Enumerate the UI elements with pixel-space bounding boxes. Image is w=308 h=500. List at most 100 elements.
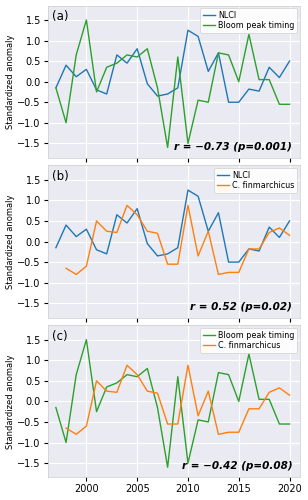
NLCI — [288, 218, 291, 224]
Text: r = −0.42 (p=0.08): r = −0.42 (p=0.08) — [181, 462, 292, 471]
Bloom peak timing — [145, 46, 149, 52]
C. finmarchicus — [288, 392, 291, 398]
C. finmarchicus — [95, 378, 98, 384]
Bloom peak timing — [196, 417, 200, 423]
Bloom peak timing — [166, 144, 169, 150]
NLCI — [237, 259, 241, 265]
Bloom peak timing — [145, 366, 149, 372]
NLCI — [206, 228, 210, 234]
C. finmarchicus — [135, 372, 139, 378]
Bloom peak timing — [257, 76, 261, 82]
C. finmarchicus — [115, 230, 119, 235]
C. finmarchicus — [84, 423, 88, 429]
NLCI — [176, 85, 180, 91]
NLCI — [237, 99, 241, 105]
C. finmarchicus — [237, 270, 241, 276]
Line: Bloom peak timing: Bloom peak timing — [56, 340, 290, 467]
NLCI — [176, 244, 180, 250]
NLCI — [227, 99, 230, 105]
C. finmarchicus — [156, 230, 159, 236]
Bloom peak timing — [125, 372, 129, 378]
C. finmarchicus — [247, 406, 251, 412]
C. finmarchicus — [74, 432, 78, 438]
C. finmarchicus — [217, 432, 220, 438]
C. finmarchicus — [176, 421, 180, 427]
Bloom peak timing — [166, 464, 169, 470]
NLCI — [217, 50, 220, 56]
C. finmarchicus — [186, 202, 190, 208]
C. finmarchicus — [95, 218, 98, 224]
NLCI — [278, 234, 281, 240]
Line: Bloom peak timing: Bloom peak timing — [56, 20, 290, 148]
NLCI — [166, 251, 169, 257]
C. finmarchicus — [166, 421, 169, 427]
C. finmarchicus — [64, 266, 68, 272]
NLCI — [125, 220, 129, 226]
Bloom peak timing — [278, 102, 281, 107]
NLCI — [186, 187, 190, 193]
C. finmarchicus — [288, 232, 291, 238]
Line: C. finmarchicus: C. finmarchicus — [66, 206, 290, 274]
Bloom peak timing — [84, 336, 88, 342]
NLCI — [267, 64, 271, 70]
NLCI — [145, 240, 149, 246]
Text: r = −0.73 (p=0.001): r = −0.73 (p=0.001) — [174, 142, 292, 152]
Bloom peak timing — [95, 89, 98, 95]
C. finmarchicus — [156, 390, 159, 396]
C. finmarchicus — [105, 228, 108, 234]
NLCI — [166, 91, 169, 97]
Line: C. finmarchicus: C. finmarchicus — [66, 365, 290, 434]
NLCI — [115, 52, 119, 58]
C. finmarchicus — [278, 385, 281, 391]
Bloom peak timing — [206, 419, 210, 425]
C. finmarchicus — [206, 228, 210, 234]
C. finmarchicus — [206, 388, 210, 394]
C. finmarchicus — [247, 246, 251, 252]
Line: NLCI: NLCI — [56, 190, 290, 262]
NLCI — [54, 244, 58, 250]
NLCI — [135, 206, 139, 212]
NLCI — [217, 210, 220, 216]
C. finmarchicus — [166, 261, 169, 267]
NLCI — [54, 85, 58, 91]
NLCI — [95, 87, 98, 93]
Bloom peak timing — [196, 97, 200, 103]
Bloom peak timing — [74, 52, 78, 58]
Bloom peak timing — [156, 85, 159, 91]
Bloom peak timing — [237, 398, 241, 404]
C. finmarchicus — [64, 425, 68, 431]
NLCI — [288, 58, 291, 64]
Text: r = 0.52 (p=0.02): r = 0.52 (p=0.02) — [190, 302, 292, 312]
NLCI — [135, 46, 139, 52]
Bloom peak timing — [206, 99, 210, 105]
Bloom peak timing — [267, 396, 271, 402]
Bloom peak timing — [54, 85, 58, 91]
Bloom peak timing — [227, 52, 230, 58]
Bloom peak timing — [247, 32, 251, 38]
Bloom peak timing — [217, 50, 220, 56]
C. finmarchicus — [267, 230, 271, 235]
Bloom peak timing — [176, 54, 180, 60]
C. finmarchicus — [145, 388, 149, 394]
Bloom peak timing — [186, 140, 190, 146]
Line: NLCI: NLCI — [56, 30, 290, 102]
C. finmarchicus — [257, 246, 261, 252]
Bloom peak timing — [105, 384, 108, 390]
C. finmarchicus — [74, 272, 78, 278]
Bloom peak timing — [74, 372, 78, 378]
Legend: NLCI, Bloom peak timing: NLCI, Bloom peak timing — [200, 8, 297, 33]
NLCI — [64, 222, 68, 228]
NLCI — [257, 248, 261, 254]
Y-axis label: Standardized anomaly: Standardized anomaly — [6, 34, 14, 129]
C. finmarchicus — [125, 202, 129, 208]
C. finmarchicus — [176, 261, 180, 267]
Bloom peak timing — [176, 374, 180, 380]
C. finmarchicus — [125, 362, 129, 368]
Text: (a): (a) — [51, 10, 68, 23]
NLCI — [196, 194, 200, 200]
NLCI — [115, 212, 119, 218]
C. finmarchicus — [217, 272, 220, 278]
C. finmarchicus — [257, 406, 261, 412]
C. finmarchicus — [237, 429, 241, 435]
C. finmarchicus — [84, 263, 88, 269]
